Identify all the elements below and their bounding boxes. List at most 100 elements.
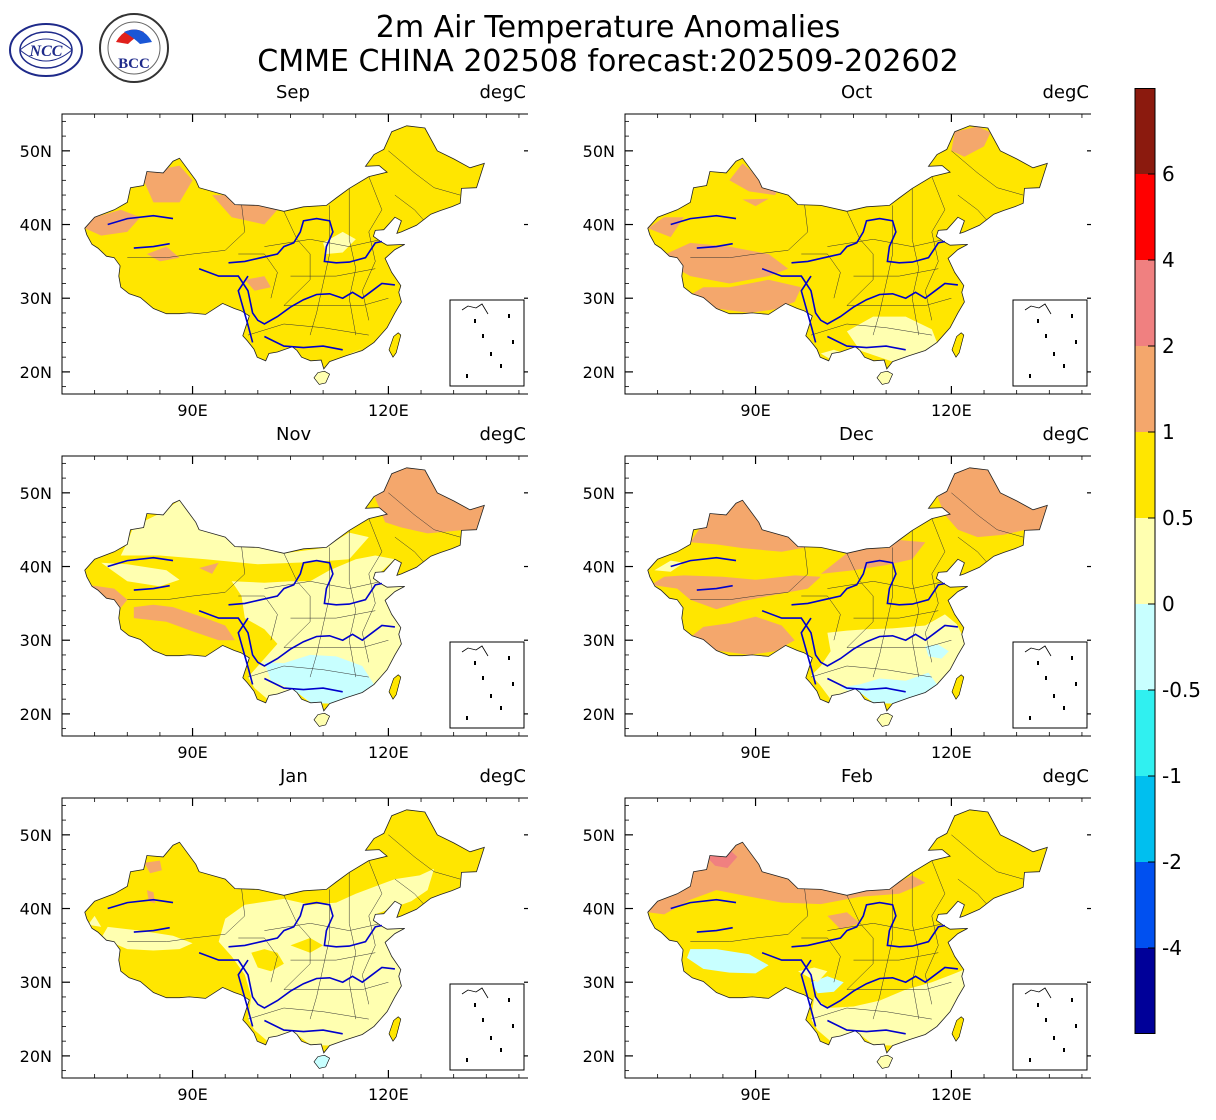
river-line [107, 214, 174, 226]
taiwan-island [951, 1016, 965, 1042]
chart-title-line2: CMME CHINA 202508 forecast:202509-202602 [257, 44, 959, 79]
province-border [690, 887, 809, 942]
province-border [801, 253, 841, 299]
colorbar-swatches [1134, 88, 1156, 1034]
province-border [853, 610, 939, 619]
lat-tick-label: 30N [20, 289, 52, 308]
lon-tick-label: 120E [931, 401, 972, 418]
colorbar-swatch [1135, 862, 1155, 948]
anomaly-region [323, 231, 356, 254]
river-line [264, 677, 343, 693]
lat-tick-label: 30N [583, 289, 615, 308]
lon-tick-label: 90E [177, 401, 207, 418]
province-border [264, 239, 382, 247]
anomaly-region [88, 915, 102, 927]
lon-tick-label: 90E [740, 1085, 770, 1102]
anomaly-region [827, 912, 860, 930]
anomaly-region [133, 604, 235, 641]
colorbar-swatch [1135, 690, 1155, 776]
anomaly-region [692, 616, 795, 655]
river-line [791, 559, 946, 606]
hainan-island [876, 1054, 893, 1069]
anomaly-region [647, 217, 684, 238]
province-border [283, 297, 389, 306]
lat-tick-label: 30N [20, 973, 52, 992]
anomaly-region [846, 316, 937, 362]
anomaly-region [244, 276, 271, 291]
taiwan-island [951, 674, 965, 700]
river-line [670, 556, 737, 568]
river-line [198, 951, 395, 1009]
anomaly-region [692, 279, 802, 313]
province-border [127, 203, 246, 258]
anomaly-region [251, 949, 284, 972]
river-line [670, 214, 737, 226]
anomaly-region [290, 938, 324, 953]
river-line [133, 926, 170, 933]
province-border [127, 545, 246, 600]
province-border [801, 937, 841, 983]
province-border [388, 150, 461, 196]
taiwan-island [388, 332, 402, 358]
river-line [761, 609, 958, 667]
lat-tick-label: 50N [20, 826, 52, 845]
taiwan-island [951, 332, 965, 358]
colorbar-swatch [1135, 604, 1155, 690]
river-line [761, 951, 958, 1009]
anomaly-region [820, 540, 926, 574]
lat-tick-label: 40N [20, 900, 52, 919]
anomaly-region [101, 926, 193, 951]
colorbar-swatch [1135, 174, 1155, 260]
anomaly-region [951, 126, 991, 157]
province-border [911, 188, 920, 336]
province-border [247, 323, 369, 336]
anomaly-region [811, 976, 844, 994]
river-line [800, 275, 817, 343]
anomaly-region [199, 562, 219, 574]
river-line [827, 1019, 906, 1035]
province-border [283, 981, 389, 990]
lon-tick-label: 90E [740, 401, 770, 418]
panel-unit-label: degC [1042, 82, 1090, 103]
panel-unit-label: degC [479, 766, 527, 787]
province-border [801, 595, 841, 641]
anomaly-region [798, 967, 828, 983]
lat-tick-label: 20N [20, 705, 52, 724]
anomaly-region [264, 654, 374, 704]
province-border [348, 530, 357, 678]
river-line [264, 1019, 343, 1035]
river-line [107, 898, 174, 910]
lat-tick-label: 50N [583, 484, 615, 503]
province-border [853, 268, 939, 277]
province-border [264, 923, 382, 931]
anomaly-region [925, 644, 949, 659]
map-plot: 50N 40N 30N 20N 90E 120E [20, 455, 528, 760]
lat-tick-label: 50N [20, 484, 52, 503]
province-border [283, 639, 389, 648]
panel-unit-label: degC [479, 82, 527, 103]
anomaly-region [706, 849, 738, 868]
province-border [690, 203, 809, 258]
river-line [228, 217, 383, 264]
chart-title-line1: 2m Air Temperature Anomalies [375, 10, 841, 45]
province-border [846, 211, 874, 306]
river-line [696, 926, 733, 933]
river-line [107, 556, 174, 568]
anomaly-region [651, 575, 821, 610]
province-border [853, 952, 939, 961]
colorbar-label: 0 [1162, 592, 1175, 616]
anomaly-region [654, 560, 684, 572]
province-border [810, 323, 932, 336]
river-line [133, 584, 170, 591]
lat-tick-label: 30N [583, 973, 615, 992]
province-border [283, 895, 311, 990]
province-border [283, 211, 311, 306]
province-border [951, 834, 1024, 880]
lat-tick-label: 40N [20, 216, 52, 235]
province-border [238, 937, 278, 983]
panel-month-label: Nov [276, 424, 312, 445]
province-border [290, 268, 376, 277]
river-line [800, 617, 817, 685]
colorbar: 6 4 2 1 0.5 0 -0.5 -1 -2 -4 [1134, 88, 1214, 1034]
province-border [810, 665, 932, 678]
